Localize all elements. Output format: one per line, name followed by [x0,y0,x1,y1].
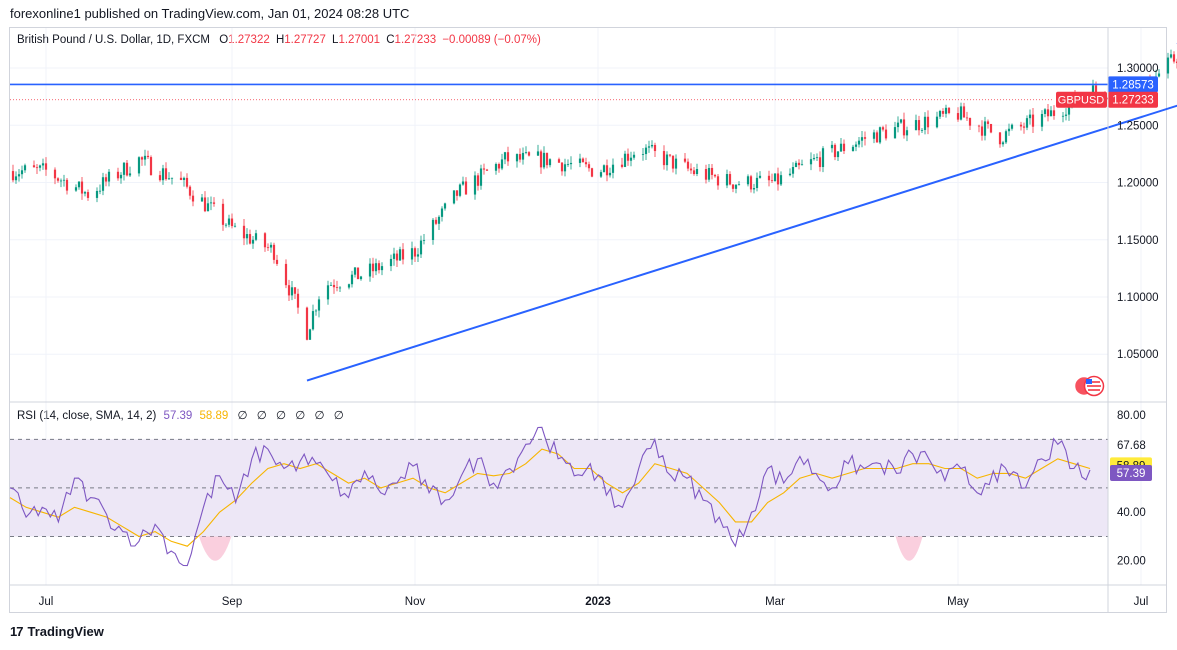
open-value: 1.27322 [228,34,270,46]
rsi-sma-value: 58.89 [199,410,229,422]
price-legend: British Pound / U.S. Dollar, 1D, FXCM O1… [17,34,544,46]
chart-frame [9,27,1167,613]
symbol-label: British Pound / U.S. Dollar, 1D, FXCM [17,34,211,46]
tradingview-logo-icon: 17 [10,624,24,639]
change-value: −0.00089 (−0.07%) [442,34,541,46]
open-label: O [219,34,229,46]
candle [1166,52,1170,79]
empty-set-icon: ∅ [237,410,248,422]
tradingview-brand: TradingView [27,624,104,639]
low-value: 1.27001 [338,34,381,46]
candle [1172,51,1176,64]
candle [1169,49,1173,59]
low-label: L [332,34,339,46]
close-value: 1.27233 [394,34,437,46]
rsi-legend: RSI (14, close, SMA, 14, 2) 57.39 58.89 … [17,408,344,422]
empty-set-icon: ∅ [333,410,344,422]
rsi-label: RSI (14, close, SMA, 14, 2) [17,410,157,422]
tradingview-footer: 17 TradingView [10,624,104,639]
rsi-value: 57.39 [163,410,193,422]
high-value: 1.27727 [284,34,326,46]
empty-set-icon: ∅ [295,410,306,422]
close-label: C [386,34,395,46]
empty-set-icon: ∅ [275,410,287,422]
empty-set-icon: ∅ [256,410,267,422]
publisher-header: forexonline1 published on TradingView.co… [10,6,410,21]
empty-set-icon: ∅ [314,410,325,422]
high-label: H [275,34,285,46]
